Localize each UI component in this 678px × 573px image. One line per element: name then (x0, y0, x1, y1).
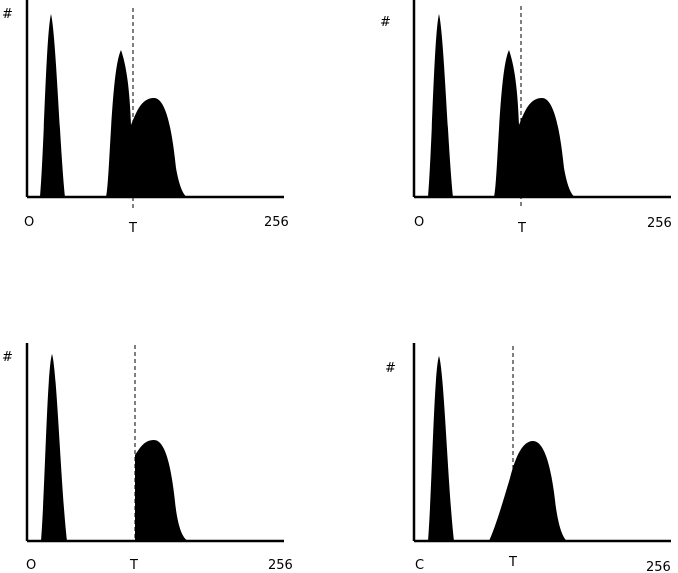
threshold-label: T (129, 558, 138, 573)
peak-dark (428, 356, 454, 541)
max-label: 256 (264, 215, 289, 230)
peak-mid (494, 50, 519, 197)
threshold-label: T (508, 555, 517, 570)
peak-bright-cut (135, 440, 188, 541)
peak-dark (428, 14, 453, 197)
peak-bright (489, 441, 567, 541)
histogram-panel-bottom-left: # O T 256 (2, 343, 293, 573)
origin-label: O (414, 215, 424, 230)
histogram-panel-top-left: # O T 256 (2, 0, 289, 236)
peak-dark (41, 354, 67, 541)
y-axis-label: # (385, 361, 396, 376)
peak-dark (40, 14, 65, 197)
peak-mid (106, 50, 131, 197)
histogram-panel-bottom-right: # C T 256 (385, 343, 671, 573)
origin-label: O (26, 558, 36, 573)
y-axis-label: # (2, 7, 13, 22)
y-axis-label: # (2, 350, 13, 365)
origin-label: O (24, 215, 34, 230)
y-axis-label: # (380, 15, 391, 30)
histogram-panel-top-right: # O T 256 (380, 0, 672, 236)
threshold-label: T (517, 221, 526, 236)
peak-bright (519, 98, 575, 197)
threshold-label: T (128, 221, 137, 236)
max-label: 256 (646, 560, 671, 573)
max-label: 256 (647, 216, 672, 231)
peak-bright (131, 98, 187, 197)
max-label: 256 (268, 558, 293, 573)
origin-label: C (415, 558, 424, 573)
